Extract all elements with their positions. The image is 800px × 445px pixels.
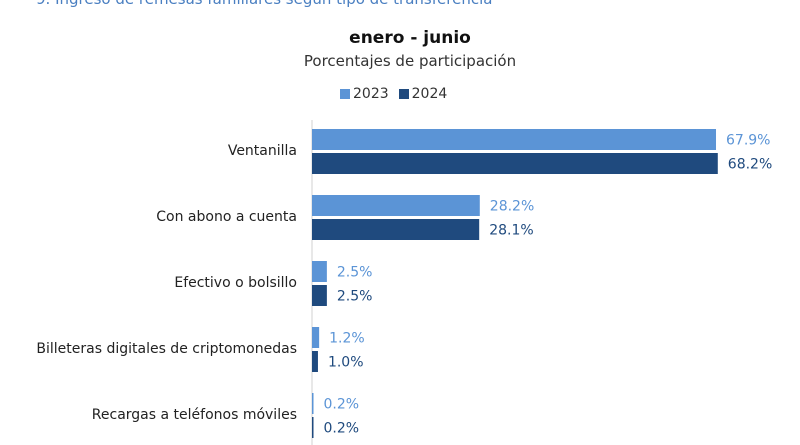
data-label-2023: 2.5% — [337, 265, 373, 281]
bar-2023 — [312, 327, 320, 348]
bar-2023 — [312, 129, 717, 150]
data-label-2024: 68.2% — [728, 157, 772, 173]
chart-title: enero - junio — [349, 28, 471, 48]
category-label: Efectivo o bolsillo — [174, 275, 297, 291]
bar-2024 — [312, 153, 718, 174]
bar-2024 — [312, 351, 318, 372]
data-label-2024: 28.1% — [489, 223, 533, 239]
data-label-2023: 67.9% — [726, 133, 770, 149]
data-label-2024: 0.2% — [324, 421, 360, 437]
data-label-2024: 2.5% — [337, 289, 373, 305]
legend-swatch — [340, 89, 350, 99]
legend-item-2024: 2024 — [398, 86, 448, 102]
legend-item-2023: 2023 — [340, 86, 389, 102]
bar-2024 — [312, 417, 314, 438]
chart-subtitle: Porcentajes de participación — [303, 52, 517, 70]
category-label: Billeteras digitales de criptomonedas — [36, 341, 297, 357]
legend-label: 2023 — [353, 86, 389, 102]
category-label: Ventanilla — [228, 143, 297, 159]
data-label-2023: 1.2% — [329, 331, 365, 347]
data-label-2023: 0.2% — [324, 397, 360, 413]
figure-heading: 9. Ingreso de remesas familiares según t… — [36, 0, 492, 8]
bar-2023 — [312, 393, 314, 414]
data-label-2023: 28.2% — [490, 199, 534, 215]
bar-2023 — [312, 195, 480, 216]
legend-label: 2024 — [411, 86, 448, 102]
legend-swatch — [398, 89, 409, 99]
bar-2023 — [312, 261, 327, 282]
data-label-2024: 1.0% — [328, 355, 364, 371]
category-label: Con abono a cuenta — [156, 209, 297, 225]
legend: 2023 2024 — [340, 86, 447, 102]
bar-2024 — [312, 219, 480, 240]
category-label: Recargas a teléfonos móviles — [92, 407, 297, 423]
bar-2024 — [312, 285, 327, 306]
